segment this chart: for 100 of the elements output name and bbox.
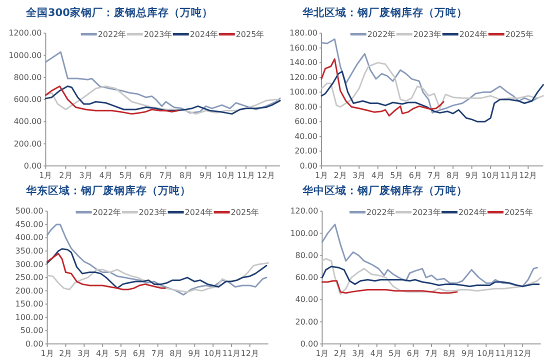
y-tick-label: 600.00 bbox=[14, 95, 42, 104]
x-tick-label: 11月 bbox=[495, 348, 514, 358]
x-tick-label: 5月 bbox=[119, 170, 132, 180]
legend-label: 2022年 bbox=[366, 208, 395, 218]
y-tick-label: 500.00 bbox=[15, 206, 44, 216]
x-tick-label: 3月 bbox=[79, 170, 92, 180]
y-tick-label: 80.00 bbox=[295, 250, 318, 260]
line-series bbox=[44, 51, 281, 114]
x-tick-label: 6月 bbox=[408, 170, 422, 180]
legend-label: 2025年 bbox=[236, 30, 264, 40]
x-tick-label: 4月 bbox=[371, 170, 384, 180]
x-tick-label: 2月 bbox=[334, 348, 347, 358]
x-tick-label: 5月 bbox=[388, 348, 402, 358]
line-series bbox=[44, 86, 179, 115]
chart-title: 华北区域：钢厂废钢库存（万吨） bbox=[302, 6, 468, 19]
legend-label: 2025年 bbox=[505, 30, 534, 40]
y-tick-label: 300.00 bbox=[15, 260, 44, 269]
x-tick-label: 8月 bbox=[446, 170, 460, 180]
x-tick-label: 1月 bbox=[39, 170, 52, 180]
line-series bbox=[46, 224, 268, 296]
x-tick-label: 8月 bbox=[170, 348, 183, 358]
chart-title: 华中区域：钢厂废钢库存（万吨） bbox=[302, 184, 468, 197]
y-tick-label: 50.00 bbox=[20, 326, 44, 336]
x-tick-label: 7月 bbox=[424, 348, 438, 358]
line-series bbox=[320, 58, 444, 117]
y-tick-label: 1200.00 bbox=[8, 28, 42, 38]
x-tick-label: 7月 bbox=[428, 170, 441, 180]
legend-label: 2024年 bbox=[459, 30, 488, 40]
y-tick-label: 20.00 bbox=[294, 146, 318, 156]
x-tick-label: 6月 bbox=[132, 348, 146, 358]
y-tick-label: 0.00 bbox=[300, 161, 318, 170]
x-tick-label: 5月 bbox=[390, 170, 404, 180]
y-tick-label: 100.00 bbox=[290, 228, 318, 238]
x-tick-label: 12月 bbox=[519, 170, 538, 180]
line-series bbox=[321, 258, 542, 295]
y-tick-label: 800.00 bbox=[14, 72, 42, 82]
y-tick-label: 120.00 bbox=[290, 72, 318, 82]
y-tick-label: 140.00 bbox=[290, 58, 318, 68]
legend-label: 2023年 bbox=[413, 30, 442, 40]
x-tick-label: 2月 bbox=[334, 170, 347, 180]
y-tick-label: 200.00 bbox=[14, 139, 42, 148]
y-tick-label: 60.00 bbox=[295, 273, 318, 282]
y-tick-label: 450.00 bbox=[15, 220, 44, 229]
x-tick-label: 8月 bbox=[179, 170, 192, 180]
legend-label: 2022年 bbox=[367, 30, 396, 40]
y-tick-label: 40.00 bbox=[294, 132, 318, 141]
x-tick-label: 9月 bbox=[199, 170, 212, 180]
x-tick-label: 3月 bbox=[78, 348, 91, 358]
x-tick-label: 2月 bbox=[59, 170, 72, 180]
x-tick-label: 1月 bbox=[314, 170, 328, 180]
legend-label: 2024年 bbox=[458, 208, 487, 218]
y-tick-label: 40.00 bbox=[295, 295, 318, 304]
y-tick-label: 20.00 bbox=[295, 317, 318, 326]
y-tick-label: 80.00 bbox=[294, 102, 318, 112]
line-series bbox=[44, 86, 281, 115]
x-tick-label: 9月 bbox=[188, 348, 202, 358]
legend-label: 2024年 bbox=[184, 208, 214, 218]
y-tick-label: 0.00 bbox=[24, 161, 42, 170]
x-tick-label: 4月 bbox=[96, 348, 110, 358]
x-tick-label: 10月 bbox=[216, 170, 236, 180]
legend-label: 2025年 bbox=[230, 208, 260, 218]
y-tick-label: 0.00 bbox=[25, 339, 44, 348]
line-series bbox=[320, 38, 538, 114]
y-tick-label: 250.00 bbox=[15, 273, 44, 282]
x-tick-label: 9月 bbox=[461, 348, 474, 358]
x-tick-label: 6月 bbox=[139, 170, 152, 180]
line-series bbox=[46, 262, 270, 293]
y-tick-label: 100.00 bbox=[290, 88, 318, 97]
x-tick-label: 12月 bbox=[513, 348, 532, 358]
x-tick-label: 12月 bbox=[256, 170, 276, 180]
line-series bbox=[321, 280, 458, 294]
y-tick-label: 1000.00 bbox=[8, 50, 42, 60]
x-tick-label: 7月 bbox=[151, 348, 164, 358]
chart-title: 华东区域：钢厂废钢库存（万吨） bbox=[25, 184, 191, 197]
x-tick-label: 4月 bbox=[370, 348, 384, 358]
x-tick-label: 6月 bbox=[406, 348, 420, 358]
line-series bbox=[46, 248, 268, 289]
y-tick-label: 400.00 bbox=[14, 117, 42, 126]
x-tick-label: 12月 bbox=[240, 348, 259, 358]
legend-label: 2023年 bbox=[138, 208, 168, 218]
y-tick-label: 0.00 bbox=[300, 339, 318, 348]
y-tick-label: 150.00 bbox=[15, 300, 44, 309]
y-tick-label: 100.00 bbox=[15, 312, 44, 322]
x-tick-label: 10月 bbox=[477, 348, 496, 358]
legend-label: 2023年 bbox=[412, 208, 441, 218]
x-tick-label: 10月 bbox=[204, 348, 222, 358]
x-tick-label: 3月 bbox=[352, 348, 366, 358]
x-tick-label: 4月 bbox=[99, 170, 112, 180]
line-series bbox=[320, 62, 544, 110]
x-tick-label: 8月 bbox=[443, 348, 456, 358]
line-series bbox=[321, 266, 540, 288]
y-tick-label: 60.00 bbox=[294, 117, 318, 126]
chart-title: 全国300家钢厂：废钢总库存（万吨） bbox=[25, 6, 213, 19]
legend-label: 2022年 bbox=[98, 30, 126, 40]
line-series bbox=[46, 252, 166, 290]
x-tick-label: 1月 bbox=[316, 348, 329, 358]
legend-label: 2022年 bbox=[92, 208, 122, 218]
x-tick-label: 2月 bbox=[59, 348, 72, 358]
x-tick-label: 11月 bbox=[222, 348, 241, 358]
x-tick-label: 10月 bbox=[482, 170, 500, 180]
